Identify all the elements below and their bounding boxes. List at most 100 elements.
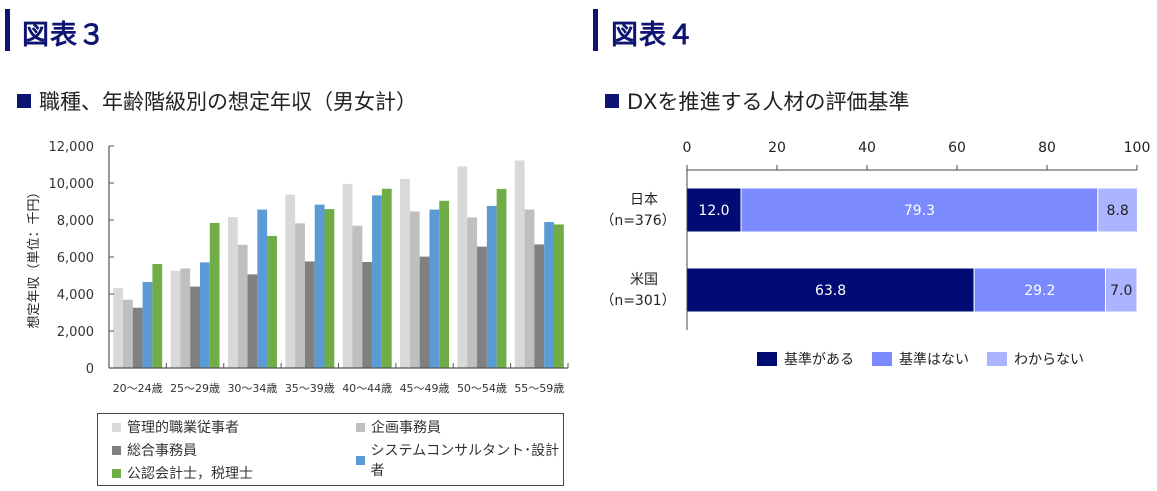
legend-swatch <box>987 352 1007 366</box>
bar <box>132 307 143 368</box>
bar <box>237 244 248 368</box>
bar <box>190 286 200 368</box>
salary-chart-legend: 管理的職業従事者 企画事務員 総合事務員 システムコンサルタント･設計者 公認会… <box>97 413 564 486</box>
data-label: 79.3 <box>904 203 935 219</box>
bar <box>514 160 525 368</box>
category-label: 米国 <box>630 272 658 288</box>
legend-label: 基準はない <box>899 352 969 368</box>
bar <box>467 217 478 368</box>
x-tick-label: 40～44歳 <box>342 382 392 395</box>
legend-swatch <box>356 422 365 432</box>
figure3-subtitle: 職種、年齢階級別の想定年収（男女計） <box>17 86 417 116</box>
y-tick-label: 8,000 <box>57 214 94 229</box>
x-tick-label: 40 <box>858 140 876 156</box>
legend-swatch <box>872 352 892 366</box>
bar <box>429 209 440 368</box>
data-label: 29.2 <box>1024 283 1055 299</box>
x-tick-label: 25～29歳 <box>170 382 220 395</box>
figure4-label: 図表４ <box>611 20 695 51</box>
bar <box>372 195 382 368</box>
figure3-label: 図表３ <box>22 20 106 51</box>
bar <box>180 268 191 368</box>
bar <box>342 183 353 368</box>
bar-segment <box>973 267 1106 313</box>
legend-item-system-consultant: システムコンサルタント･設計者 <box>356 440 563 480</box>
y-tick-label: 4,000 <box>57 288 94 303</box>
bar <box>534 244 545 368</box>
legend-swatch <box>112 468 121 478</box>
category-label: 日本 <box>630 192 658 208</box>
bar <box>142 281 153 368</box>
x-tick-label: 20～24歳 <box>113 382 163 395</box>
legend-label: 基準がある <box>784 352 854 368</box>
figure4-subtitle: DXを推進する人材の評価基準 <box>605 86 910 116</box>
category-sample-size: （n=376） <box>600 213 675 229</box>
bar <box>486 205 497 368</box>
bar <box>285 194 296 368</box>
bar <box>122 299 133 368</box>
square-bullet-icon <box>605 94 619 108</box>
bar <box>409 211 420 368</box>
bar-segment <box>1097 187 1138 233</box>
legend-label: わからない <box>1014 352 1084 368</box>
bar <box>362 261 373 368</box>
legend-swatch <box>112 422 121 432</box>
bar <box>524 209 535 368</box>
figure4-subtitle-text: DXを推進する人材の評価基準 <box>627 90 910 114</box>
legend-item-planning-clerk: 企画事務員 <box>356 417 441 437</box>
dx-chart-legend: 基準がある 基準はない わからない <box>757 349 1102 369</box>
x-tick-label: 50～54歳 <box>457 382 507 395</box>
legend-label: 企画事務員 <box>371 420 441 436</box>
bar <box>314 204 325 368</box>
legend-item-has-criteria: 基準がある <box>757 349 854 369</box>
bar <box>457 166 468 368</box>
x-tick-label: 0 <box>683 140 692 156</box>
y-tick-label: 12,000 <box>49 140 95 155</box>
bar <box>381 188 392 368</box>
category-sample-size: （n=301） <box>600 293 675 309</box>
bar <box>170 270 181 368</box>
bar <box>113 288 123 368</box>
square-bullet-icon <box>17 94 31 108</box>
bar <box>400 178 410 368</box>
bar <box>496 188 507 368</box>
x-tick-label: 80 <box>1038 140 1056 156</box>
bar <box>352 225 363 368</box>
data-label: 12.0 <box>698 203 729 219</box>
y-tick-label: 0 <box>86 362 94 377</box>
legend-item-management: 管理的職業従事者 <box>112 417 239 437</box>
y-axis-title: 想定年収（単位：千円） <box>26 185 42 328</box>
legend-swatch <box>112 445 121 455</box>
bar <box>267 235 277 368</box>
bar <box>544 222 555 368</box>
x-tick-label: 100 <box>1124 140 1151 156</box>
bar <box>304 261 315 368</box>
figure3-subtitle-text: 職種、年齢階級別の想定年収（男女計） <box>39 90 417 114</box>
x-tick-label: 30～34歳 <box>227 382 277 395</box>
figure3-accent-bar <box>5 9 10 51</box>
data-label: 63.8 <box>815 283 846 299</box>
legend-label: 総合事務員 <box>127 443 197 459</box>
dx-criteria-stacked-bar-chart: 0 20 40 60 80 100 12.0 79.3 8.8 63.8 29.2 7.0 日本 （n… <box>600 140 1151 330</box>
bar <box>257 209 268 368</box>
x-tick-label: 20 <box>768 140 786 156</box>
legend-item-unknown: わからない <box>987 349 1084 369</box>
bar <box>554 224 564 368</box>
legend-item-no-criteria: 基準はない <box>872 349 969 369</box>
legend-item-accountant: 公認会計士，税理士 <box>112 463 253 483</box>
bar <box>439 200 450 368</box>
bar <box>199 262 210 368</box>
x-tick-label: 60 <box>948 140 966 156</box>
bar <box>419 256 430 368</box>
legend-label: 管理的職業従事者 <box>127 420 239 436</box>
bar <box>209 222 220 368</box>
data-label: 8.8 <box>1107 203 1129 219</box>
bar-segment <box>1105 267 1138 313</box>
bar <box>247 274 258 368</box>
bar <box>295 223 305 368</box>
data-label: 7.0 <box>1110 283 1132 299</box>
y-tick-label: 2,000 <box>57 325 94 340</box>
y-tick-label: 10,000 <box>49 177 95 192</box>
x-tick-label: 35～39歳 <box>285 382 335 395</box>
y-tick-label: 6,000 <box>57 251 94 266</box>
